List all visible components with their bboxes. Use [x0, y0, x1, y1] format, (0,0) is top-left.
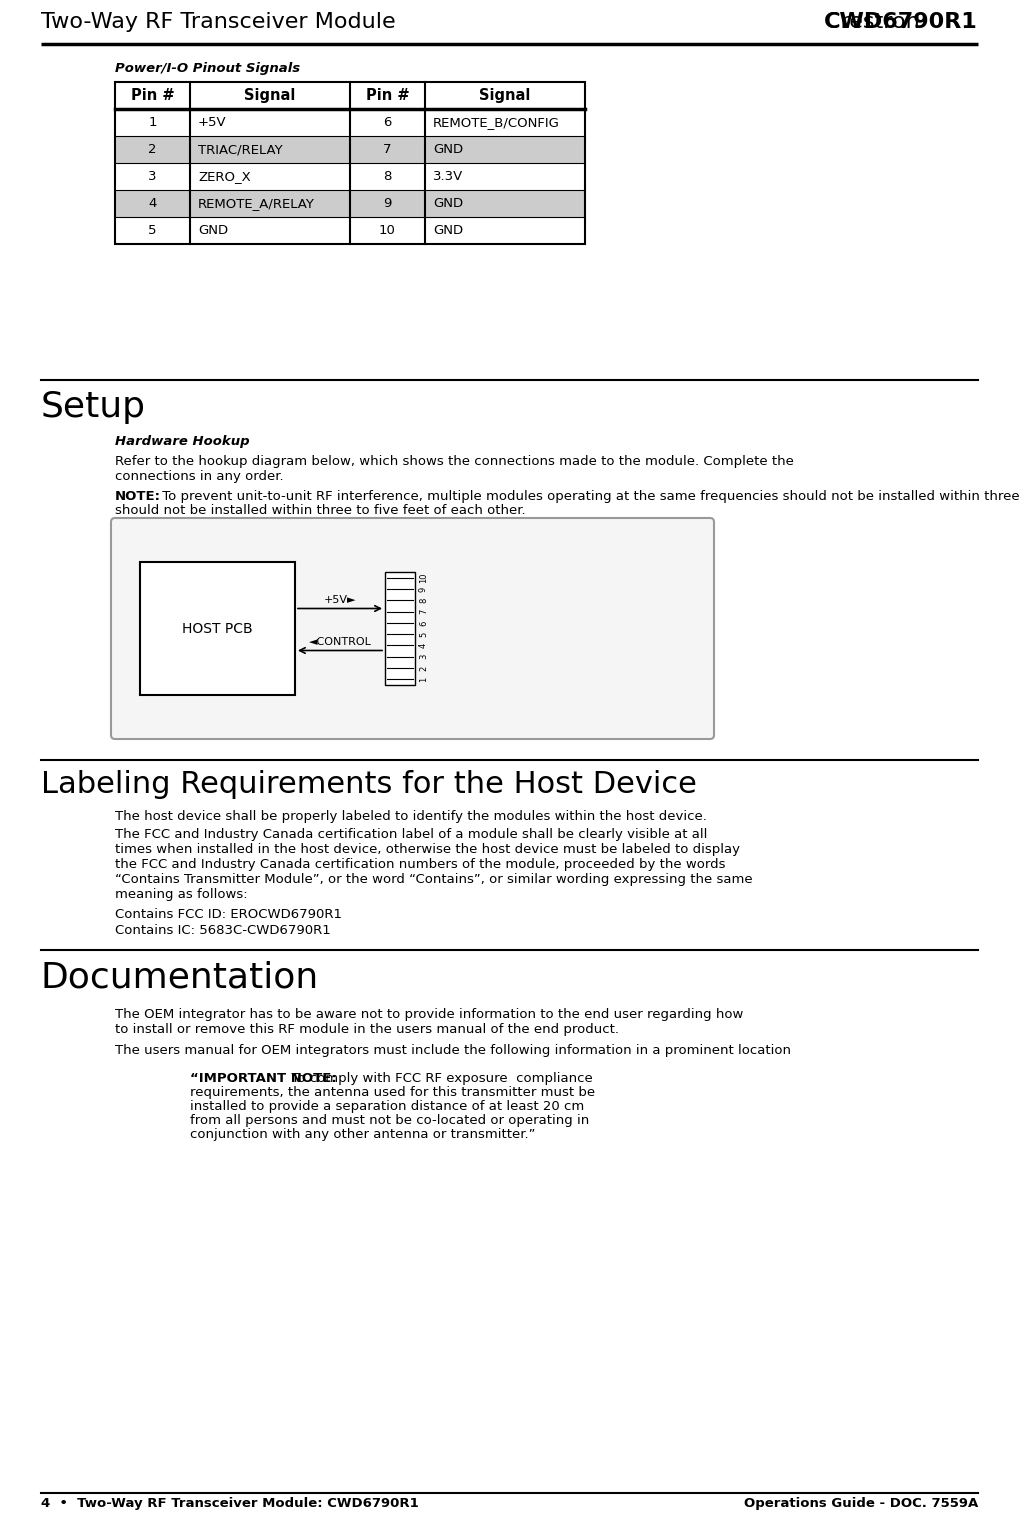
- Text: Power/I-O Pinout Signals: Power/I-O Pinout Signals: [115, 62, 301, 74]
- Text: 3.3V: 3.3V: [433, 170, 464, 184]
- Text: 6: 6: [383, 115, 391, 129]
- Text: Setup: Setup: [41, 390, 146, 423]
- Text: Signal: Signal: [245, 88, 296, 103]
- Text: Two-Way RF Transceiver Module: Two-Way RF Transceiver Module: [41, 12, 395, 32]
- FancyBboxPatch shape: [111, 517, 714, 739]
- Text: CWD6790R1: CWD6790R1: [824, 12, 978, 32]
- Text: Signal: Signal: [479, 88, 531, 103]
- Bar: [115, 82, 585, 244]
- Text: 4  •  Two-Way RF Transceiver Module: CWD6790R1: 4 • Two-Way RF Transceiver Module: CWD67…: [41, 1497, 419, 1509]
- Text: REMOTE_A/RELAY: REMOTE_A/RELAY: [198, 197, 315, 209]
- Text: 4: 4: [149, 197, 157, 209]
- Text: 1: 1: [419, 677, 428, 683]
- Text: 4: 4: [419, 643, 428, 648]
- Text: +5V: +5V: [198, 115, 226, 129]
- Text: NOTE:: NOTE:: [115, 490, 161, 504]
- Text: Contains IC: 5683C-CWD6790R1: Contains IC: 5683C-CWD6790R1: [115, 924, 331, 938]
- Text: should not be installed within three to five feet of each other.: should not be installed within three to …: [115, 504, 526, 517]
- Text: 5: 5: [148, 225, 157, 237]
- Text: Labeling Requirements for the Host Device: Labeling Requirements for the Host Devic…: [41, 771, 697, 799]
- Text: The host device shall be properly labeled to identify the modules within the hos: The host device shall be properly labele…: [115, 810, 707, 824]
- Text: HOST PCB: HOST PCB: [182, 622, 253, 636]
- Text: 5: 5: [419, 631, 428, 637]
- Text: REMOTE_B/CONFIG: REMOTE_B/CONFIG: [433, 115, 559, 129]
- Text: installed to provide a separation distance of at least 20 cm: installed to provide a separation distan…: [190, 1100, 584, 1113]
- Text: 6: 6: [419, 620, 428, 625]
- Bar: [140, 561, 294, 695]
- Text: Operations Guide - DOC. 7559A: Operations Guide - DOC. 7559A: [744, 1497, 978, 1509]
- Text: Pin #: Pin #: [366, 88, 410, 103]
- Text: GND: GND: [433, 225, 463, 237]
- Text: 7: 7: [419, 608, 428, 614]
- Text: 8: 8: [383, 170, 391, 184]
- Text: 3: 3: [148, 170, 157, 184]
- Text: 9: 9: [383, 197, 391, 209]
- Text: Pin #: Pin #: [130, 88, 174, 103]
- Text: GND: GND: [433, 197, 463, 209]
- Text: TRIAC/RELAY: TRIAC/RELAY: [198, 143, 282, 156]
- Text: To comply with FCC RF exposure  compliance: To comply with FCC RF exposure complianc…: [283, 1073, 593, 1085]
- Text: 1: 1: [148, 115, 157, 129]
- Text: 10: 10: [379, 225, 396, 237]
- Text: 2: 2: [419, 666, 428, 671]
- Text: 10: 10: [419, 572, 428, 583]
- Text: 8: 8: [419, 598, 428, 602]
- Text: 9: 9: [419, 587, 428, 592]
- Text: GND: GND: [433, 143, 463, 156]
- Bar: [385, 572, 415, 686]
- Text: The FCC and Industry Canada certification label of a module shall be clearly vis: The FCC and Industry Canada certificatio…: [115, 828, 753, 901]
- Bar: [115, 190, 585, 217]
- Text: Contains FCC ID: EROCWD6790R1: Contains FCC ID: EROCWD6790R1: [115, 909, 342, 921]
- Text: The users manual for OEM integrators must include the following information in a: The users manual for OEM integrators mus…: [115, 1044, 791, 1057]
- Text: ZERO_X: ZERO_X: [198, 170, 251, 184]
- Text: The OEM integrator has to be aware not to provide information to the end user re: The OEM integrator has to be aware not t…: [115, 1007, 744, 1036]
- Text: 3: 3: [419, 654, 428, 660]
- Text: requirements, the antenna used for this transmitter must be: requirements, the antenna used for this …: [190, 1086, 595, 1098]
- Text: Crestron: Crestron: [825, 12, 927, 32]
- Text: GND: GND: [198, 225, 228, 237]
- Text: Hardware Hookup: Hardware Hookup: [115, 435, 250, 448]
- Text: Refer to the hookup diagram below, which shows the connections made to the modul: Refer to the hookup diagram below, which…: [115, 455, 794, 482]
- Text: from all persons and must not be co-located or operating in: from all persons and must not be co-loca…: [190, 1113, 589, 1127]
- Text: conjunction with any other antenna or transmitter.”: conjunction with any other antenna or tr…: [190, 1129, 536, 1141]
- Text: To prevent unit-to-unit RF interference, multiple modules operating at the same : To prevent unit-to-unit RF interference,…: [158, 490, 1019, 504]
- Text: 2: 2: [148, 143, 157, 156]
- Text: ◄CONTROL: ◄CONTROL: [309, 637, 372, 646]
- Text: +5V►: +5V►: [324, 595, 357, 604]
- Bar: [115, 137, 585, 162]
- Text: 7: 7: [383, 143, 391, 156]
- Text: Documentation: Documentation: [41, 960, 319, 994]
- Text: “IMPORTANT NOTE:: “IMPORTANT NOTE:: [190, 1073, 336, 1085]
